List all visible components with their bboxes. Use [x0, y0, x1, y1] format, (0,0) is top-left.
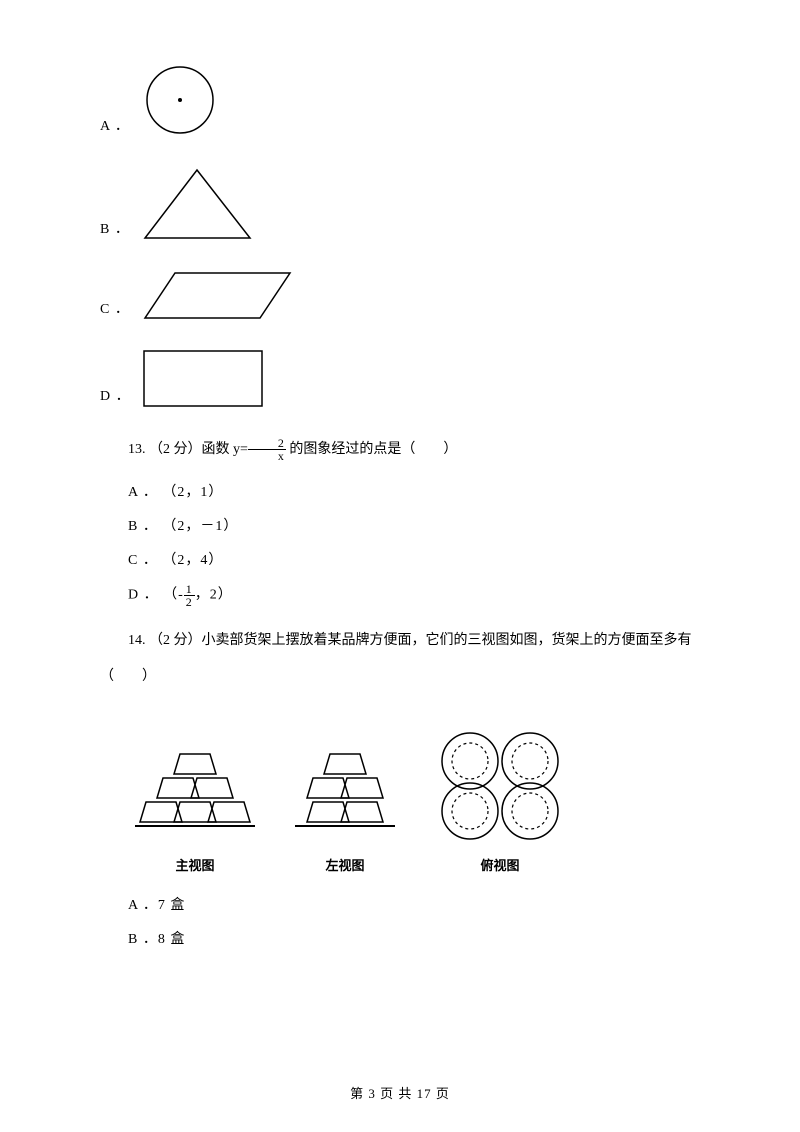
q13-opt-c: C ． （2，4）: [128, 549, 700, 569]
q13-text: 13. （2 分）函数 y=2x 的图象经过的点是（ ）: [100, 435, 700, 466]
three-views-row: 主视图 左视图 俯视: [130, 726, 700, 874]
q14-text: 14. （2 分）小卖部货架上摆放着某品牌方便面，它们的三视图如图，货架上的方便…: [100, 623, 700, 696]
rectangle-shape: [141, 348, 266, 415]
option-a-label: A ．: [100, 115, 130, 145]
left-view-block: 左视图: [290, 746, 400, 874]
top-view-block: 俯视图: [430, 726, 570, 874]
option-d-label: D ．: [100, 385, 131, 415]
q13-opt-a: A ． （2，1）: [128, 481, 700, 501]
top-view-label: 俯视图: [430, 855, 570, 874]
q14-opt-a: A ．7 盒: [128, 894, 700, 914]
option-b-label: B ．: [100, 218, 130, 248]
q13-opt-b: B ． （2，－1）: [128, 515, 700, 535]
q13-opt-d: D ． （-12，2）: [128, 583, 700, 608]
left-view-label: 左视图: [290, 855, 400, 874]
q13-fraction: 2x: [248, 437, 286, 462]
q13-suffix: 的图象经过的点是（ ）: [286, 442, 458, 457]
option-d-row: D ．: [100, 348, 700, 415]
left-view-svg: [290, 746, 400, 846]
option-c-label: C ．: [100, 298, 130, 328]
top-view-svg: [430, 726, 570, 846]
option-b-row: B ．: [100, 165, 700, 248]
front-view-block: 主视图: [130, 746, 260, 874]
front-view-label: 主视图: [130, 855, 260, 874]
q13-prefix: 13. （2 分）函数 y=: [128, 442, 248, 457]
page-footer: 第 3 页 共 17 页: [0, 1083, 800, 1102]
q13-optd-fraction: 12: [184, 583, 195, 608]
circle-shape: [140, 60, 220, 145]
option-a-row: A ．: [100, 60, 700, 145]
triangle-shape: [140, 165, 255, 248]
front-view-svg: [130, 746, 260, 846]
option-c-row: C ．: [100, 268, 700, 328]
q14-opt-b: B ．8 盒: [128, 928, 700, 948]
parallelogram-shape: [140, 268, 295, 328]
